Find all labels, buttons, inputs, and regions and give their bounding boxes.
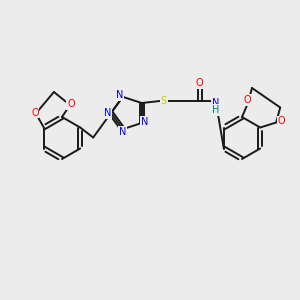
Text: N: N <box>116 90 123 100</box>
Text: O: O <box>67 99 75 109</box>
Text: O: O <box>196 78 204 88</box>
Text: H: H <box>212 105 219 115</box>
Text: N: N <box>141 117 148 127</box>
Text: O: O <box>243 95 251 105</box>
Text: N: N <box>212 98 219 108</box>
Text: S: S <box>161 96 167 106</box>
Text: O: O <box>278 116 285 127</box>
Text: N: N <box>119 127 126 137</box>
Text: O: O <box>31 107 39 118</box>
Text: N: N <box>104 108 112 118</box>
